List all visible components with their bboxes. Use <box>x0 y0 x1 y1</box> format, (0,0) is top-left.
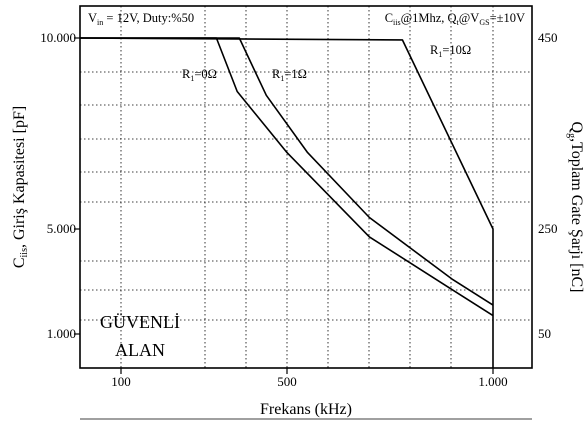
y-axis-label: Ciis, Giriş Kapasitesi [pF] <box>11 106 30 268</box>
series-line-2 <box>80 37 494 306</box>
y2-tick-labels: 450 250 50 <box>538 30 558 341</box>
safe-area-label-line1: GÜVENLİ <box>100 312 180 332</box>
grid-lines <box>80 6 532 368</box>
y2-tick-label-2: 250 <box>538 221 558 236</box>
x-tick-label-1: 100 <box>111 374 131 389</box>
plot-area <box>80 6 532 368</box>
y-tick-labels: 10.000 5.000 1.000 <box>40 30 80 341</box>
annotation-test-conditions: Ciis@1Mhz, Qt@VGS=±10V <box>385 11 525 27</box>
y2-tick-label-1: 450 <box>538 30 558 45</box>
x-tick-labels: 100 500 1.000 <box>111 368 508 389</box>
plot-frame <box>79 5 533 369</box>
series-label-2: R1=1Ω <box>272 67 307 83</box>
series-line-3 <box>79 37 494 368</box>
series-labels: R1=0Ω R1=1Ω R1=10Ω <box>182 43 471 83</box>
annotation-conditions: Vin = 12V, Duty:%50 <box>88 11 194 27</box>
series-group <box>79 37 494 368</box>
y2-tick-label-3: 50 <box>538 326 551 341</box>
x-tick-label-3: 1.000 <box>478 374 507 389</box>
y-tick-label-2: 5.000 <box>47 221 76 236</box>
safe-area-label-line2: ALAN <box>115 340 165 360</box>
x-tick-label-2: 500 <box>277 374 297 389</box>
series-label-1: R1=0Ω <box>182 67 217 83</box>
y-tick-label-1: 10.000 <box>40 30 76 45</box>
y-tick-label-3: 1.000 <box>47 326 76 341</box>
series-label-3: R1=10Ω <box>430 43 471 59</box>
x-axis-label: Frekans (kHz) <box>260 401 352 418</box>
y2-axis-label: Qg,Toplam Gate Şarjı [nC] <box>566 122 585 293</box>
